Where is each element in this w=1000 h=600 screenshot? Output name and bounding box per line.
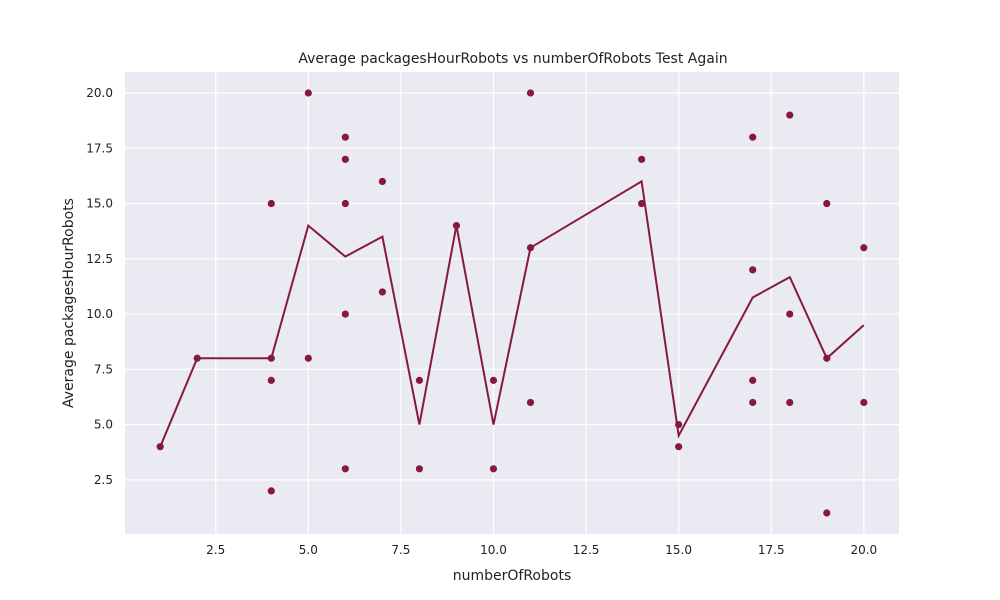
data-point (526, 244, 535, 252)
x-tick-label: 5.0 (299, 543, 318, 557)
data-point (304, 89, 312, 97)
y-tick-label: 20.0 (86, 86, 113, 100)
data-point (341, 199, 349, 208)
data-point (267, 376, 275, 384)
data-point (193, 354, 201, 362)
y-tick-label: 5.0 (94, 418, 113, 432)
data-point (526, 89, 535, 97)
grid (125, 72, 899, 534)
data-point (378, 288, 386, 296)
data-point (675, 443, 683, 451)
data-point (786, 398, 794, 407)
y-tick-label: 17.5 (86, 141, 113, 155)
x-tick-label: 20.0 (850, 543, 877, 557)
data-point (749, 133, 757, 141)
x-tick-label: 17.5 (758, 543, 785, 557)
x-tick-label: 7.5 (391, 543, 410, 557)
scatter-points (156, 89, 868, 517)
data-point (267, 487, 275, 495)
y-axis-label: Average packagesHourRobots (61, 198, 77, 408)
data-point (489, 376, 498, 384)
data-point (341, 155, 349, 163)
chart-title: Average packagesHourRobots vs numberOfRo… (298, 51, 727, 67)
data-point (341, 133, 349, 141)
data-point (823, 199, 831, 208)
data-point (267, 354, 275, 362)
x-tick-label: 12.5 (573, 543, 600, 557)
y-tick-label: 7.5 (94, 362, 113, 376)
data-point (786, 111, 794, 119)
data-point (415, 465, 424, 473)
x-tick-label: 15.0 (665, 543, 692, 557)
y-tick-label: 15.0 (86, 197, 113, 211)
x-axis-label: numberOfRobots (453, 568, 572, 584)
data-point (786, 310, 794, 318)
y-axis-ticks: 2.5 5.0 7.5 10.0 12.5 15.0 17.5 20.0 (86, 86, 113, 487)
data-point (823, 354, 831, 362)
x-tick-label: 2.5 (206, 543, 225, 557)
data-point (156, 443, 164, 451)
x-axis-ticks: 2.5 5.0 7.5 10.0 12.5 15.0 17.5 20.0 (206, 543, 877, 557)
data-point (267, 199, 275, 208)
data-point (749, 376, 757, 384)
data-point (638, 199, 646, 208)
data-point (860, 244, 868, 252)
data-point (749, 398, 757, 407)
x-tick-label: 10.0 (480, 543, 507, 557)
data-point (638, 155, 646, 163)
data-point (452, 222, 461, 230)
data-point (304, 354, 312, 362)
data-point (749, 266, 757, 274)
y-tick-label: 10.0 (86, 307, 113, 321)
data-point (675, 420, 683, 429)
data-point (489, 465, 498, 473)
mean-line (159, 179, 865, 448)
plot-area (125, 72, 899, 534)
data-point (341, 465, 349, 473)
y-tick-label: 12.5 (86, 252, 113, 266)
data-point (860, 398, 868, 407)
data-point (341, 310, 349, 318)
y-tick-label: 2.5 (94, 473, 113, 487)
data-point (378, 177, 386, 186)
data-point (823, 509, 831, 517)
data-point (526, 398, 535, 407)
data-point (415, 376, 424, 384)
